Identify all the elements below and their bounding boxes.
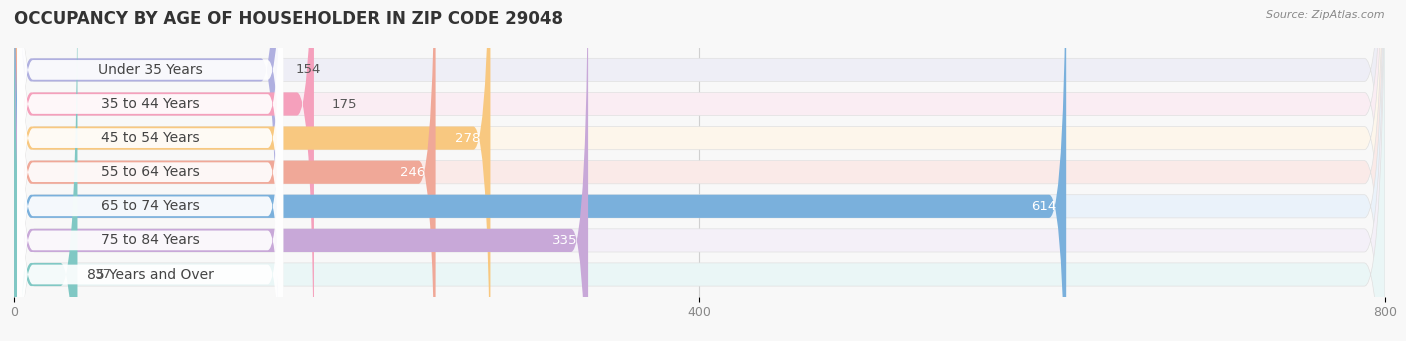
FancyBboxPatch shape bbox=[17, 0, 283, 341]
FancyBboxPatch shape bbox=[14, 0, 77, 341]
FancyBboxPatch shape bbox=[14, 0, 1385, 341]
Text: 37: 37 bbox=[94, 268, 111, 281]
FancyBboxPatch shape bbox=[17, 0, 283, 341]
Text: 65 to 74 Years: 65 to 74 Years bbox=[101, 199, 200, 213]
Text: 246: 246 bbox=[401, 166, 425, 179]
FancyBboxPatch shape bbox=[14, 0, 1385, 341]
FancyBboxPatch shape bbox=[17, 0, 283, 341]
FancyBboxPatch shape bbox=[14, 0, 278, 341]
FancyBboxPatch shape bbox=[14, 0, 1066, 341]
FancyBboxPatch shape bbox=[14, 0, 588, 341]
FancyBboxPatch shape bbox=[14, 0, 1385, 341]
FancyBboxPatch shape bbox=[17, 0, 283, 341]
FancyBboxPatch shape bbox=[14, 0, 1385, 341]
FancyBboxPatch shape bbox=[14, 0, 1385, 341]
Text: 154: 154 bbox=[295, 63, 321, 76]
FancyBboxPatch shape bbox=[17, 0, 283, 341]
Text: Source: ZipAtlas.com: Source: ZipAtlas.com bbox=[1267, 10, 1385, 20]
Text: 45 to 54 Years: 45 to 54 Years bbox=[101, 131, 200, 145]
FancyBboxPatch shape bbox=[17, 0, 283, 341]
Text: 175: 175 bbox=[330, 98, 357, 110]
Text: 614: 614 bbox=[1031, 200, 1056, 213]
Text: 75 to 84 Years: 75 to 84 Years bbox=[101, 233, 200, 248]
FancyBboxPatch shape bbox=[17, 0, 283, 341]
Text: 335: 335 bbox=[553, 234, 578, 247]
FancyBboxPatch shape bbox=[14, 0, 491, 341]
Text: 55 to 64 Years: 55 to 64 Years bbox=[101, 165, 200, 179]
FancyBboxPatch shape bbox=[14, 0, 436, 341]
Text: 35 to 44 Years: 35 to 44 Years bbox=[101, 97, 200, 111]
Text: OCCUPANCY BY AGE OF HOUSEHOLDER IN ZIP CODE 29048: OCCUPANCY BY AGE OF HOUSEHOLDER IN ZIP C… bbox=[14, 10, 562, 28]
Text: Under 35 Years: Under 35 Years bbox=[98, 63, 202, 77]
FancyBboxPatch shape bbox=[14, 0, 314, 341]
FancyBboxPatch shape bbox=[14, 0, 1385, 341]
Text: 278: 278 bbox=[454, 132, 481, 145]
FancyBboxPatch shape bbox=[14, 0, 1385, 341]
Text: 85 Years and Over: 85 Years and Over bbox=[87, 267, 214, 282]
